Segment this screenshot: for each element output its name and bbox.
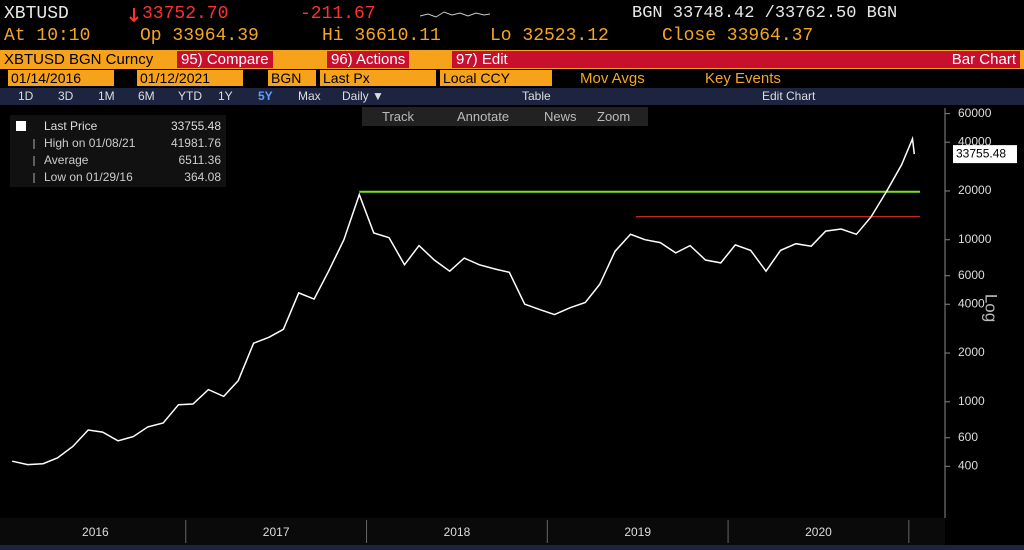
change: -211.67 xyxy=(300,4,376,24)
time: At 10:10 xyxy=(4,26,91,46)
y-tick-label: 4000 xyxy=(958,296,985,310)
legend-swatch xyxy=(16,121,26,131)
y-tick-label: 1000 xyxy=(958,394,985,408)
tool-button[interactable]: News xyxy=(544,109,577,124)
y-tick-label: 60000 xyxy=(958,106,992,120)
tool-button[interactable]: Zoom xyxy=(597,109,631,124)
tool-button[interactable]: Track xyxy=(382,109,415,124)
legend-label: High on 01/08/21 xyxy=(44,136,136,150)
ticker: XBTUSD xyxy=(4,4,69,24)
low: Lo 32523.12 xyxy=(490,26,609,46)
x-tick-label: 2019 xyxy=(624,525,651,539)
last-value-label: 33755.48 xyxy=(956,146,1006,160)
bid-ask: BGN 33748.42 /33762.50 BGN xyxy=(632,4,898,23)
period-button[interactable]: 1M xyxy=(98,89,115,103)
y-tick-label: 10000 xyxy=(958,232,992,246)
frequency[interactable]: Daily ▼ xyxy=(342,89,384,103)
period-button[interactable]: YTD xyxy=(178,89,202,103)
period-button[interactable]: 1D xyxy=(18,89,34,103)
high: Hi 36610.11 xyxy=(322,26,441,46)
price-line xyxy=(12,135,916,466)
period-bar: Daily ▼ Table Edit Chart 1D 3D 1M 6M YTD 1Y 5Y… xyxy=(0,88,1024,105)
legend-box xyxy=(10,115,226,187)
period-button[interactable]: 3D xyxy=(58,89,74,103)
x-tick-label: 2018 xyxy=(444,525,471,539)
y-tick-label: 600 xyxy=(958,430,978,444)
close: Close 33964.37 xyxy=(662,26,814,46)
open: Op 33964.39 xyxy=(140,26,259,46)
last-value-tag xyxy=(953,145,1017,164)
end-date[interactable]: 01/12/2021 xyxy=(137,70,243,86)
legend-value: 33755.48 xyxy=(171,119,221,133)
source[interactable]: BGN xyxy=(268,70,316,86)
key-events[interactable]: Key Events xyxy=(705,70,781,87)
security: XBTUSD BGN Curncy xyxy=(4,51,154,68)
chart-type-button[interactable]: Bar Chart xyxy=(545,51,1020,68)
period-button[interactable]: Max xyxy=(298,89,321,103)
x-tick-label: 2017 xyxy=(263,525,290,539)
tool-button[interactable]: Annotate xyxy=(457,109,510,124)
bottom-strip xyxy=(0,545,1024,550)
compare-button[interactable]: 95) Compare xyxy=(177,51,273,68)
y-tick-label: 40000 xyxy=(958,134,992,148)
legend-value: 364.08 xyxy=(184,170,221,184)
last-price: 33752.70 xyxy=(142,4,229,24)
down-arrow xyxy=(129,8,139,23)
actions-button[interactable]: 96) Actions xyxy=(327,51,410,68)
y-tick-label: 20000 xyxy=(958,183,992,197)
legend-value: 6511.36 xyxy=(179,153,222,167)
legend-value: 41981.76 xyxy=(171,136,221,150)
legend-label: Last Price xyxy=(44,119,98,133)
x-tick-label: 2016 xyxy=(82,525,109,539)
y-label: Log xyxy=(982,294,1001,322)
field[interactable]: Last Px xyxy=(320,70,436,86)
x-tick-label: 2020 xyxy=(805,525,832,539)
table-button[interactable]: Table xyxy=(522,89,551,103)
period-button[interactable]: 5Y xyxy=(258,89,273,103)
chart-tools: Track Annotate News Zoom xyxy=(362,107,648,126)
legend-label: Average xyxy=(44,153,89,167)
edit-chart[interactable]: Edit Chart xyxy=(762,89,816,103)
legend-label: Low on 01/29/16 xyxy=(44,170,133,184)
edit-button[interactable]: 97) Edit xyxy=(452,51,545,68)
mov-avgs[interactable]: Mov Avgs xyxy=(580,70,645,87)
period-button[interactable]: 6M xyxy=(138,89,155,103)
y-tick-label: 6000 xyxy=(958,268,985,282)
sparkline xyxy=(420,11,490,18)
period-button[interactable]: 1Y xyxy=(218,89,233,103)
y-tick-label: 400 xyxy=(958,458,978,472)
start-date[interactable]: 01/14/2016 xyxy=(8,70,114,86)
currency[interactable]: Local CCY xyxy=(440,70,552,86)
y-tick-label: 2000 xyxy=(958,345,985,359)
x-axis-band xyxy=(0,518,945,545)
